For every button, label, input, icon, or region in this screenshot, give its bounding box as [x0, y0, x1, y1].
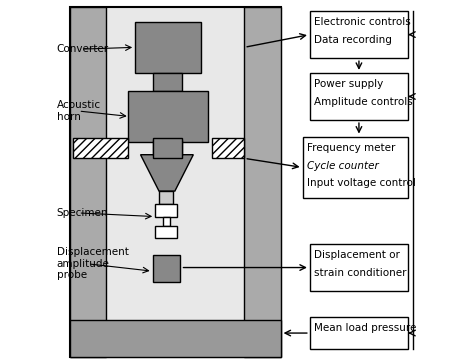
Text: Amplitude controls: Amplitude controls: [314, 97, 413, 107]
Bar: [153, 140, 182, 155]
Text: Displacement or: Displacement or: [314, 250, 400, 260]
Bar: [155, 204, 177, 217]
Bar: [70, 320, 281, 357]
Text: Converter: Converter: [57, 44, 109, 54]
Bar: [135, 22, 201, 73]
Bar: [302, 136, 408, 198]
Bar: [153, 138, 182, 158]
Text: strain conditioner: strain conditioner: [314, 268, 407, 278]
Text: Power supply: Power supply: [314, 79, 383, 89]
Bar: [73, 138, 128, 158]
Text: Electronic controls: Electronic controls: [314, 17, 411, 27]
Bar: [153, 255, 180, 282]
Bar: [310, 244, 408, 291]
Bar: [310, 11, 408, 58]
Bar: [128, 91, 208, 142]
Bar: [310, 317, 408, 349]
Bar: [163, 217, 170, 226]
Text: Mean load pressure: Mean load pressure: [314, 323, 417, 333]
Text: Frequency meter: Frequency meter: [307, 143, 395, 153]
Text: Displacement
amplitude
probe: Displacement amplitude probe: [57, 247, 129, 281]
Bar: [159, 191, 173, 204]
Text: Acoustic
horn: Acoustic horn: [57, 100, 101, 122]
Bar: [211, 138, 244, 158]
Bar: [70, 7, 281, 357]
Bar: [70, 7, 106, 357]
Text: Specimen: Specimen: [57, 208, 109, 218]
Bar: [155, 226, 177, 238]
Text: Input voltage control: Input voltage control: [307, 178, 416, 188]
Bar: [153, 73, 182, 91]
Bar: [244, 7, 281, 357]
Bar: [310, 73, 408, 120]
Text: Data recording: Data recording: [314, 35, 392, 45]
Text: Cycle counter: Cycle counter: [307, 161, 379, 170]
Polygon shape: [140, 155, 193, 191]
